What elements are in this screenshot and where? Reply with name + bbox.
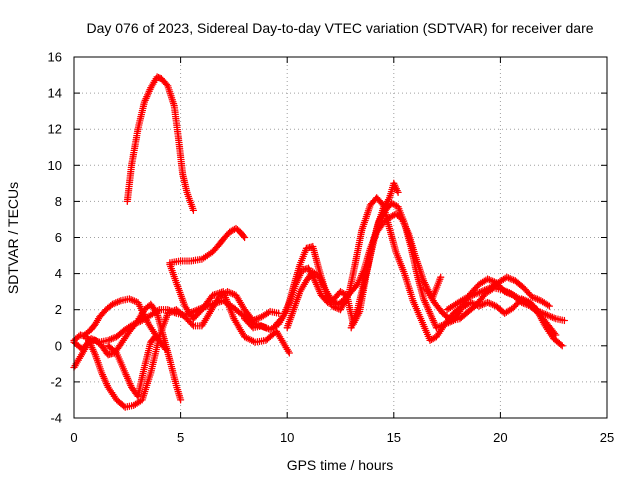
- series-layer: [70, 73, 569, 411]
- series-arc-1: [123, 73, 198, 215]
- x-tick-label: 20: [493, 430, 507, 445]
- series-markers: [123, 73, 198, 215]
- y-tick-label: 16: [48, 50, 62, 65]
- y-tick-label: 0: [55, 338, 62, 353]
- series-arc-3: [166, 260, 293, 357]
- series-arc-12: [347, 179, 402, 332]
- series-markers: [166, 224, 249, 267]
- y-tick-label: 8: [55, 194, 62, 209]
- y-axis-label: SDTVAR / TECUs: [5, 182, 21, 294]
- x-tick-label: 15: [387, 430, 401, 445]
- series-arc-2: [166, 224, 249, 267]
- y-tick-label: 12: [48, 122, 62, 137]
- y-tick-label: -2: [50, 374, 62, 389]
- y-tick-label: 2: [55, 302, 62, 317]
- y-tick-label: 4: [55, 266, 62, 281]
- chart-title: Day 076 of 2023, Sidereal Day-to-day VTE…: [86, 20, 593, 36]
- x-tick-label: 10: [280, 430, 294, 445]
- x-tick-label: 25: [600, 430, 614, 445]
- series-markers: [443, 273, 554, 314]
- series-markers: [347, 179, 402, 332]
- series-markers: [166, 260, 293, 357]
- series-markers: [422, 284, 566, 350]
- series-arc-8: [104, 333, 159, 400]
- series-markers: [81, 295, 170, 354]
- y-tick-label: 6: [55, 230, 62, 245]
- x-axis-label: GPS time / hours: [287, 457, 394, 473]
- y-tick-label: 10: [48, 158, 62, 173]
- series-markers: [104, 333, 159, 400]
- y-tick-label: 14: [48, 86, 62, 101]
- ticks-layer: 0 5 10 15 20 25 -4 -2 0 2 4 6 8 10 12 14 16: [48, 50, 615, 446]
- series-arc-13: [422, 284, 566, 350]
- series-arc-14: [443, 273, 554, 314]
- x-tick-label: 0: [70, 430, 77, 445]
- plot-frame: [73, 56, 608, 419]
- y-tick-label: -4: [50, 411, 62, 426]
- x-tick-label: 5: [177, 430, 184, 445]
- series-arc-7: [81, 295, 170, 354]
